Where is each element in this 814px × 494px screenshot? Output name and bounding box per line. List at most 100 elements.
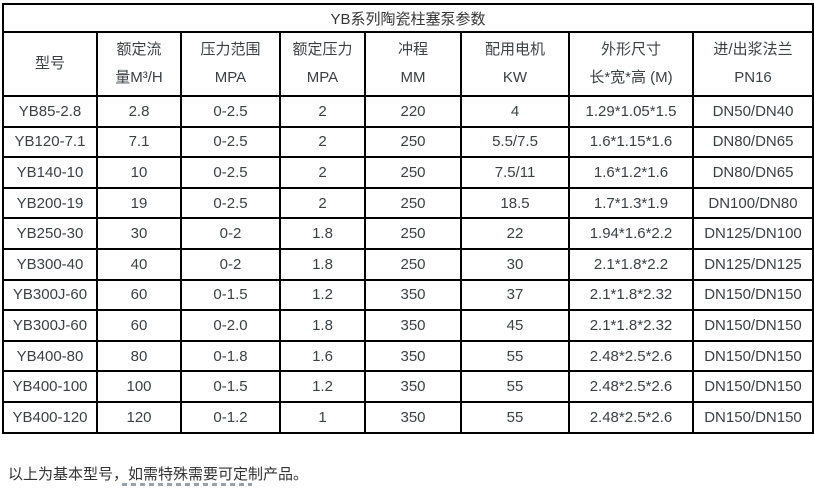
table-cell: 100 bbox=[96, 370, 182, 403]
table-cell: DN150/DN150 bbox=[691, 400, 814, 434]
table-cell: 30 bbox=[460, 247, 570, 281]
table-cell: 1.6*1.15*1.6 bbox=[568, 125, 694, 159]
table-cell: 0-2.5 bbox=[180, 95, 281, 128]
table-cell: 350 bbox=[364, 400, 462, 434]
column-header-5: 配用电机 KW bbox=[460, 31, 570, 97]
table-cell: 1.6 bbox=[279, 339, 366, 373]
table-row: YB300-40 40 0-2 1.8 250 30 2.1*1.8*2.2 DN125/DN… bbox=[2, 247, 814, 281]
table-cell: 120 bbox=[96, 400, 182, 434]
table-cell: YB140-10 bbox=[2, 156, 98, 189]
table-cell: 220 bbox=[364, 95, 462, 128]
table-cell: DN150/DN150 bbox=[691, 278, 814, 312]
column-header-line2: MPA bbox=[214, 69, 247, 86]
table-title: YB系列陶瓷柱塞泵参数 bbox=[1, 3, 814, 33]
column-header-line2: MPA bbox=[306, 69, 339, 86]
table-cell: 2.48*2.5*2.6 bbox=[568, 400, 694, 434]
table-cell: 55 bbox=[460, 339, 570, 373]
table-cell: YB120-7.1 bbox=[2, 125, 98, 159]
table-row: YB120-7.1 7.1 0-2.5 2 250 5.5/7.5 1.6*1.15*1.6… bbox=[2, 125, 814, 159]
table-cell: 250 bbox=[364, 217, 462, 250]
table-cell: YB300J-60 bbox=[2, 278, 98, 312]
table-cell: 350 bbox=[364, 278, 462, 312]
table-cell: 7.1 bbox=[96, 125, 182, 159]
table-cell: DN100/DN80 bbox=[691, 186, 814, 220]
column-header-line2: MM bbox=[400, 69, 426, 86]
table-cell: 0-2 bbox=[180, 247, 281, 281]
table-cell: YB400-120 bbox=[2, 400, 98, 434]
table-cell: 2.48*2.5*2.6 bbox=[568, 370, 694, 403]
column-header-line1: 额定流 bbox=[116, 41, 162, 58]
table-cell: 37 bbox=[460, 278, 570, 312]
table-cell: 0-2.5 bbox=[180, 186, 281, 220]
table-cell: YB300-40 bbox=[2, 247, 98, 281]
table-row: YB400-80 80 0-1.8 1.6 350 55 2.48*2.5*2.6 DN150… bbox=[2, 339, 814, 373]
table-cell: 1.2 bbox=[279, 370, 366, 403]
table-row: YB300J-60 60 0-2.0 1.8 350 45 2.1*1.8*2.32 DN15… bbox=[2, 309, 814, 342]
table-header-row: 型号 额定流 量M³/H 压力范围 MPA 额定压力 MPA 冲程 MM 配用电机 KW 外形尺寸 长*… bbox=[2, 31, 814, 97]
table-cell: YB400-80 bbox=[2, 339, 98, 373]
table-cell: 10 bbox=[96, 156, 182, 189]
table-cell: 2 bbox=[279, 156, 366, 189]
table-cell: DN150/DN150 bbox=[691, 309, 814, 342]
table-cell: YB200-19 bbox=[2, 186, 98, 220]
column-header-6: 外形尺寸 长*宽*高 (M) bbox=[568, 31, 694, 97]
table-cell: 40 bbox=[96, 247, 182, 281]
table-cell: DN80/DN65 bbox=[691, 125, 814, 159]
table-cell: 55 bbox=[460, 370, 570, 403]
table-cell: 1.94*1.6*2.2 bbox=[568, 217, 694, 250]
table-cell: 0-2.5 bbox=[180, 156, 281, 189]
table-cell: 0-2.5 bbox=[180, 125, 281, 159]
column-header-3: 额定压力 MPA bbox=[279, 31, 366, 97]
column-header-line1: 外形尺寸 bbox=[600, 41, 661, 58]
pump-spec-table: YB系列陶瓷柱塞泵参数 型号 额定流 量M³/H 压力范围 MPA 额定压力 MPA 冲程 MM… bbox=[1, 3, 814, 434]
table-cell: 55 bbox=[460, 400, 570, 434]
table-cell: DN125/DN100 bbox=[691, 217, 814, 250]
table-body: YB85-2.8 2.8 0-2.5 2 220 4 1.29*1.05*1.5 DN50/D… bbox=[2, 95, 814, 434]
table-cell: 0-1.2 bbox=[180, 400, 281, 434]
table-cell: 250 bbox=[364, 247, 462, 281]
table-cell: DN80/DN65 bbox=[691, 156, 814, 189]
column-header-line1: 压力范围 bbox=[200, 41, 261, 58]
table-cell: YB85-2.8 bbox=[2, 95, 98, 128]
column-header-line1: 额定压力 bbox=[292, 41, 353, 58]
table-cell: 350 bbox=[364, 339, 462, 373]
table-cell: 2 bbox=[279, 95, 366, 128]
table-cell: 1.8 bbox=[279, 309, 366, 342]
table-cell: 250 bbox=[364, 156, 462, 189]
clipped-text-fragment bbox=[122, 483, 252, 486]
column-header-line2: 量M³/H bbox=[115, 69, 163, 86]
table-cell: 2.1*1.8*2.2 bbox=[568, 247, 694, 281]
table-cell: 2.1*1.8*2.32 bbox=[568, 278, 694, 312]
table-cell: YB400-100 bbox=[2, 370, 98, 403]
table-cell: 2 bbox=[279, 186, 366, 220]
table-cell: 0-1.5 bbox=[180, 278, 281, 312]
table-cell: 1.7*1.3*1.9 bbox=[568, 186, 694, 220]
table-cell: 18.5 bbox=[460, 186, 570, 220]
table-row: YB300J-60 60 0-1.5 1.2 350 37 2.1*1.8*2.32 DN15… bbox=[2, 278, 814, 312]
table-cell: 2.1*1.8*2.32 bbox=[568, 309, 694, 342]
table-cell: 19 bbox=[96, 186, 182, 220]
table-cell: 60 bbox=[96, 309, 182, 342]
table-cell: DN150/DN150 bbox=[691, 339, 814, 373]
footer-note: 以上为基本型号，如需特殊需要可定制产品。 bbox=[8, 466, 309, 483]
table-row: YB200-19 19 0-2.5 2 250 18.5 1.7*1.3*1.9 DN100/… bbox=[2, 186, 814, 220]
column-header-line2: KW bbox=[502, 69, 528, 86]
table-cell: 0-1.5 bbox=[180, 370, 281, 403]
table-cell: YB300J-60 bbox=[2, 309, 98, 342]
table-cell: 2.8 bbox=[96, 95, 182, 128]
column-header-4: 冲程 MM bbox=[364, 31, 462, 97]
column-header-2: 压力范围 MPA bbox=[180, 31, 281, 97]
table-row: YB250-30 30 0-2 1.8 250 22 1.94*1.6*2.2 DN125/D… bbox=[2, 217, 814, 250]
table-cell: 30 bbox=[96, 217, 182, 250]
table-cell: 7.5/11 bbox=[460, 156, 570, 189]
table-row: YB140-10 10 0-2.5 2 250 7.5/11 1.6*1.2*1.6 DN80… bbox=[2, 156, 814, 189]
table-cell: 1.8 bbox=[279, 217, 366, 250]
table-cell: 60 bbox=[96, 278, 182, 312]
table-cell: 80 bbox=[96, 339, 182, 373]
table-cell: 0-1.8 bbox=[180, 339, 281, 373]
table-cell: 250 bbox=[364, 125, 462, 159]
table-cell: 250 bbox=[364, 186, 462, 220]
table-cell: 0-2.0 bbox=[180, 309, 281, 342]
column-header-line2: PN16 bbox=[734, 69, 772, 86]
